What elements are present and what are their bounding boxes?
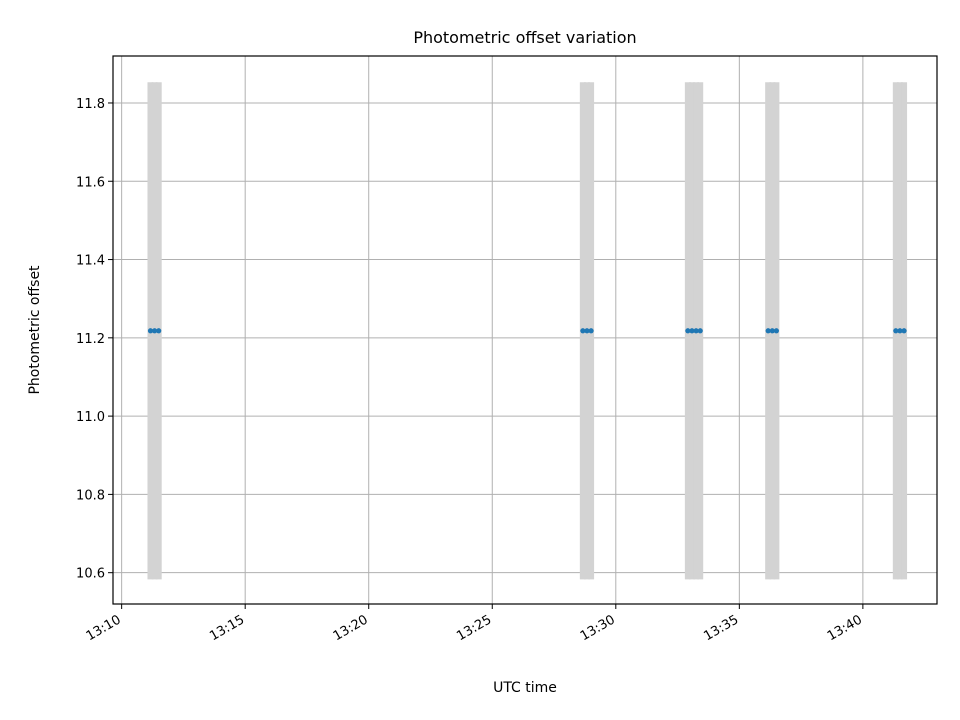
- y-tick-label: 10.8: [76, 488, 105, 503]
- grid: [113, 56, 937, 604]
- x-axis-label: UTC time: [493, 680, 557, 696]
- y-tick-label: 10.6: [76, 567, 105, 582]
- y-axis-ticks: 10.6 10.8 11.0 11.2 11.4 11.6 11.8: [76, 97, 113, 582]
- data-point: [897, 328, 903, 334]
- data-point: [893, 328, 899, 334]
- data-point: [588, 328, 594, 334]
- data-point: [769, 328, 775, 334]
- data-point: [580, 328, 586, 334]
- data-point: [697, 328, 703, 334]
- data-point: [765, 328, 771, 334]
- data-point: [151, 328, 158, 334]
- chart-title: Photometric offset variation: [413, 28, 636, 47]
- data-point: [685, 328, 691, 334]
- data-point: [901, 328, 907, 334]
- y-tick-label: 11.8: [76, 97, 105, 112]
- y-tick-label: 11.4: [76, 254, 105, 269]
- data-point: [689, 328, 695, 334]
- data-point: [584, 328, 590, 334]
- data-point: [773, 328, 780, 334]
- y-tick-label: 11.6: [76, 175, 105, 190]
- y-tick-label: 11.0: [76, 410, 105, 425]
- data-points: [147, 328, 907, 334]
- plot-frame: [112, 55, 938, 605]
- data-point: [156, 328, 162, 334]
- data-point: [693, 328, 699, 334]
- y-axis-label: Photometric offset: [27, 265, 43, 395]
- data-point: [147, 328, 154, 334]
- y-tick-label: 11.2: [76, 332, 105, 347]
